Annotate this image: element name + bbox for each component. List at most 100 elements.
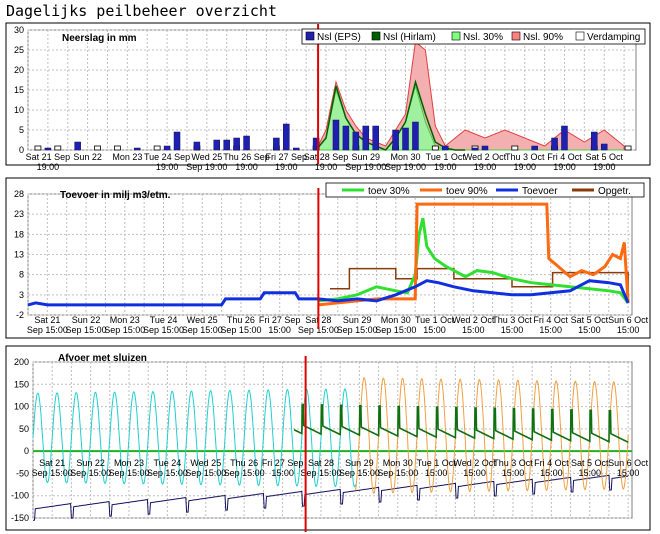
series-line-toevoer <box>27 279 630 307</box>
x-tick-label: Mon 23 <box>114 458 144 468</box>
x-tick-label: Sep 15:00 <box>70 468 111 478</box>
x-tick-label: Sat 28 Sep <box>304 152 349 162</box>
bar-nsl-eps <box>412 121 419 151</box>
x-tick-label: Sat 5 Oct <box>571 458 609 468</box>
bar-verdamping <box>34 145 42 151</box>
x-tick-label: Sep 15:00 <box>337 325 378 335</box>
legend-swatch <box>575 31 585 41</box>
bar-nsl-eps <box>233 137 240 151</box>
x-tick-label: Sep 15:00 <box>339 468 380 478</box>
bar-nsl-eps <box>392 129 399 151</box>
bar-nsl-eps <box>312 137 320 151</box>
x-tick-label: Tue 24 <box>154 458 182 468</box>
x-tick-label: Mon 23 <box>110 315 140 325</box>
y-tick-label: -150 <box>11 513 29 523</box>
x-tick-label: 15:00 <box>578 468 601 478</box>
bar-nsl-eps <box>551 137 558 151</box>
x-tick-label: 19:00 <box>593 162 616 172</box>
bar-nsl-eps <box>243 135 250 151</box>
x-tick-label: 19:00 <box>553 162 576 172</box>
chart-title: Toevoer in milj m3/etm. <box>60 190 171 201</box>
legend-label: toev 90% <box>446 186 488 197</box>
x-tick-label: Thu 26 <box>227 315 255 325</box>
x-tick-label: 19:00 <box>275 162 298 172</box>
y-tick-label: 25 <box>14 45 24 55</box>
y-tick-label: 13 <box>14 250 24 260</box>
bar-nsl-eps <box>223 139 230 151</box>
x-tick-label: Thu 3 Oct <box>493 458 533 468</box>
x-tick-label: Sep 15:00 <box>147 468 188 478</box>
bar-nsl-eps <box>352 131 360 151</box>
bar-nsl-eps <box>372 125 379 151</box>
x-tick-label: Sun 29 <box>352 152 381 162</box>
x-tick-label: Thu 3 Oct <box>505 152 545 162</box>
series-line-tidal-orange <box>355 377 629 494</box>
bar-nsl-eps <box>332 119 340 151</box>
bar-verdamping <box>511 145 519 151</box>
bar-nsl-eps <box>173 131 181 151</box>
x-tick-label: Wed 2 Oct <box>452 315 495 325</box>
bar-verdamping <box>114 145 121 151</box>
x-tick-label: 19:00 <box>474 162 497 172</box>
bar-verdamping <box>431 145 439 151</box>
y-tick-label: 28 <box>14 189 24 199</box>
series-line-toev-30- <box>318 217 630 304</box>
series-line-afvoer <box>293 403 629 443</box>
legend-swatch <box>451 31 461 41</box>
bar-verdamping <box>54 145 62 151</box>
bar-nsl-eps <box>591 131 598 151</box>
x-tick-label: Fri 4 Oct <box>547 152 582 162</box>
x-tick-label: Sep 15:00 <box>143 325 184 335</box>
y-tick-label: -100 <box>11 491 29 501</box>
x-tick-label: Sep 15:00 <box>182 325 223 335</box>
x-tick-label: Fri 4 Oct <box>533 315 568 325</box>
bar-nsl-eps <box>273 137 280 151</box>
x-tick-label: Sep 19:00 <box>345 162 386 172</box>
x-tick-label: Sep 15:00 <box>32 468 73 478</box>
x-tick-label: Sat 21 <box>34 315 60 325</box>
x-tick-label: 15:00 <box>268 325 291 335</box>
x-tick-label: Wed 25 <box>190 458 221 468</box>
x-tick-label: 15:00 <box>463 468 486 478</box>
bar-nsl-eps <box>442 145 449 151</box>
bar-verdamping <box>624 145 632 151</box>
x-tick-label: Thu 26 Sep <box>223 152 270 162</box>
x-tick-label: Mon 30 <box>381 315 411 325</box>
series-line-toev-90- <box>318 202 630 307</box>
x-tick-label: 15:00 <box>540 468 563 478</box>
y-tick-label: -50 <box>16 468 29 478</box>
bar-nsl-eps <box>362 125 370 151</box>
y-tick-label: 0 <box>24 446 29 456</box>
chart-title: Neerslag in mm <box>62 33 137 44</box>
y-tick-label: 15 <box>14 85 24 95</box>
legend-swatch <box>305 31 315 41</box>
x-tick-label: Sat 5 Oct <box>571 315 609 325</box>
x-tick-label: Thu 3 Oct <box>492 315 532 325</box>
bar-nsl-eps <box>600 143 608 151</box>
x-tick-label: Sep 19:00 <box>385 162 426 172</box>
y-tick-label: 20 <box>14 65 24 75</box>
x-tick-label: 19:00 <box>315 162 338 172</box>
x-tick-label: Sep 15:00 <box>185 468 226 478</box>
x-tick-label: 15:00 <box>501 325 524 335</box>
x-tick-label: 19:00 <box>434 162 457 172</box>
x-tick-label: Sep 15:00 <box>224 468 265 478</box>
bar-nsl-eps <box>471 147 479 151</box>
bar-nsl-eps <box>213 139 221 151</box>
x-tick-label: Sep 15:00 <box>300 468 341 478</box>
series-line-tidal-cyan <box>32 388 356 488</box>
x-tick-label: Tue 24 Sep <box>144 152 190 162</box>
legend-swatch <box>511 31 521 41</box>
x-tick-label: Mon 30 <box>383 458 413 468</box>
bar-verdamping <box>94 145 101 151</box>
x-tick-label: Sun 22 <box>72 315 101 325</box>
y-tick-label: 50 <box>19 424 29 434</box>
x-tick-label: Sep 19:00 <box>186 162 227 172</box>
y-tick-label: 18 <box>14 229 24 239</box>
x-tick-label: 15:00 <box>423 325 446 335</box>
legend-label: Nsl. 90% <box>523 32 563 43</box>
x-tick-label: Sun 6 Oct <box>608 458 649 468</box>
x-tick-label: Sep 15:00 <box>27 325 68 335</box>
y-tick-label: 3 <box>19 290 24 300</box>
